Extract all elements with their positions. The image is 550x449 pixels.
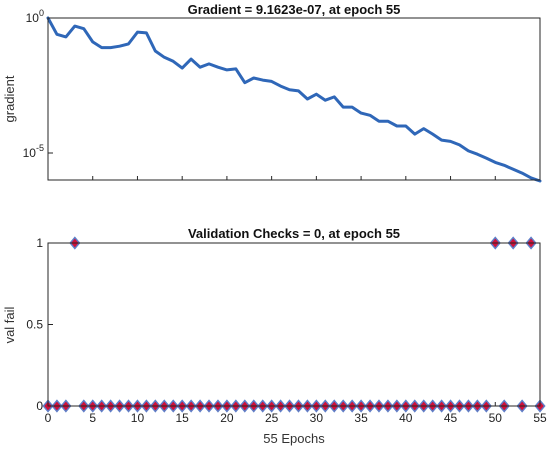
validation-axes-frame xyxy=(47,242,541,407)
validation-xtick-label: 50 xyxy=(489,411,503,425)
validation-xtick-label: 25 xyxy=(265,411,279,425)
validation-tick-layer: 00.510 5 10 15 20 25 30 35 40 45 50 55 xyxy=(26,236,547,425)
validation-xtick-label: 30 xyxy=(310,411,324,425)
validation-title: Validation Checks = 0, at epoch 55 xyxy=(188,226,400,241)
gradient-line-layer xyxy=(46,16,542,183)
gradient-ytick-label: 10-5 xyxy=(23,143,44,160)
validation-xtick-label: 10 xyxy=(131,411,145,425)
validation-ylabel: val fail xyxy=(2,306,17,343)
validation-ytick-label: 0.5 xyxy=(26,318,43,332)
gradient-ytick-labels: 100 10-5 xyxy=(23,8,541,180)
gradient-axes-frame xyxy=(47,17,541,181)
gradient-ylabel: gradient xyxy=(2,75,17,122)
validation-xtick-label: 15 xyxy=(176,411,190,425)
validation-plot: Validation Checks = 0, at epoch 55 val f… xyxy=(2,226,547,446)
validation-marker-layer xyxy=(42,236,546,413)
validation-xtick-label: 5 xyxy=(89,411,96,425)
validation-ytick-label: 1 xyxy=(36,236,43,250)
validation-xtick-label: 55 xyxy=(533,411,547,425)
validation-xtick-label: 45 xyxy=(444,411,458,425)
gradient-title: Gradient = 9.1623e-07, at epoch 55 xyxy=(188,2,401,17)
gradient-series-line xyxy=(46,16,542,183)
gradient-plot: Gradient = 9.1623e-07, at epoch 55 gradi… xyxy=(2,2,542,183)
validation-ytick-label: 0 xyxy=(36,399,43,413)
gradient-ytick-label: 100 xyxy=(26,8,44,25)
validation-xtick-label: 0 xyxy=(45,411,52,425)
validation-xtick-label: 35 xyxy=(354,411,368,425)
validation-xlabel: 55 Epochs xyxy=(263,431,325,446)
validation-xtick-label: 20 xyxy=(220,411,234,425)
validation-xtick-label: 40 xyxy=(399,411,413,425)
